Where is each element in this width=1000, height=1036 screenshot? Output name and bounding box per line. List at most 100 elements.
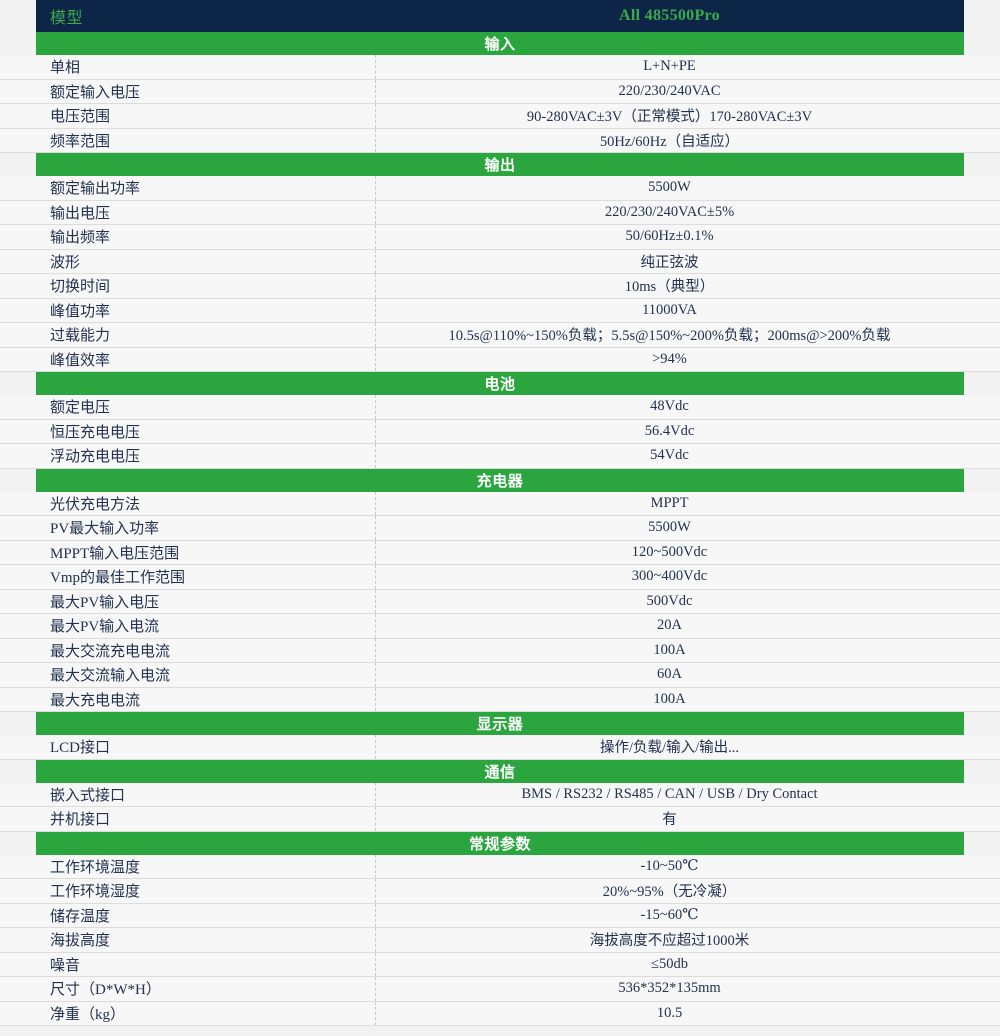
- row-label: 额定电压: [50, 400, 111, 417]
- table-row: 净重（kg） 10.5: [0, 1001, 1000, 1026]
- column-divider: [375, 444, 376, 468]
- row-label: 光伏充电方法: [50, 496, 141, 513]
- column-divider: [375, 638, 376, 662]
- table-row: 嵌入式接口 BMS / RS232 / RS485 / CAN / USB / D…: [0, 782, 1000, 807]
- table-row: 并机接口 有: [0, 807, 1000, 832]
- column-divider: [375, 952, 376, 976]
- column-divider: [375, 687, 376, 711]
- table-row: 单相 L+N+PE: [0, 55, 1000, 80]
- column-divider: [375, 491, 376, 515]
- row-label: 输出电压: [50, 205, 111, 222]
- table-header-row: 模型 All 485500Pro: [36, 0, 964, 32]
- table-row: 电压范围 90-280VAC±3V（正常模式）170-280VAC±3V: [0, 104, 1000, 129]
- row-label: 额定输入电压: [50, 84, 141, 101]
- column-divider: [375, 274, 376, 298]
- table-row: 海拔高度 海拔高度不应超过1000米: [0, 928, 1000, 953]
- table-row: 输出电压 220/230/240VAC±5%: [0, 200, 1000, 225]
- column-divider: [375, 79, 376, 103]
- column-divider: [375, 225, 376, 249]
- row-label: 最大交流输入电流: [50, 668, 171, 685]
- table-row: 波形 纯正弦波: [0, 249, 1000, 274]
- row-value: 300~400Vdc: [631, 568, 708, 585]
- section-header: 输出: [36, 153, 964, 176]
- table-row: 峰值效率 >94%: [0, 347, 1000, 372]
- row-label: 工作环境湿度: [50, 884, 141, 901]
- column-divider: [375, 663, 376, 687]
- column-divider: [375, 298, 376, 322]
- row-value: 536*352*135mm: [618, 980, 721, 997]
- column-divider: [375, 903, 376, 927]
- column-divider: [375, 395, 376, 419]
- table-row: 最大交流充电电流 100A: [0, 638, 1000, 663]
- column-divider: [375, 782, 376, 806]
- row-label: 最大PV输入电流: [50, 619, 160, 636]
- column-divider: [375, 614, 376, 638]
- row-label: 波形: [50, 254, 81, 271]
- table-row: MPPT输入电压范围 120~500Vdc: [0, 540, 1000, 565]
- row-label: 净重（kg）: [50, 1006, 126, 1023]
- column-divider: [375, 565, 376, 589]
- row-label: LCD接口: [50, 740, 111, 757]
- column-divider: [375, 977, 376, 1001]
- row-value: 56.4Vdc: [644, 422, 695, 439]
- row-value: -15~60℃: [640, 906, 699, 923]
- column-divider: [375, 879, 376, 903]
- row-label: PV最大输入功率: [50, 521, 160, 538]
- row-value: L+N+PE: [643, 58, 696, 75]
- column-divider: [375, 516, 376, 540]
- column-divider: [375, 807, 376, 831]
- table-row: 最大PV输入电流 20A: [0, 614, 1000, 639]
- column-divider: [375, 540, 376, 564]
- row-label: 最大PV输入电压: [50, 594, 160, 611]
- row-value: 11000VA: [642, 301, 697, 318]
- column-divider: [375, 55, 376, 79]
- table-row: 噪音 ≤50db: [0, 952, 1000, 977]
- bottom-spacer: [0, 1026, 1000, 1036]
- row-value: 有: [662, 812, 677, 829]
- section-header: 充电器: [36, 468, 964, 492]
- column-divider: [375, 854, 376, 878]
- table-row: 浮动充电电压 54Vdc: [0, 444, 1000, 469]
- row-value: 20A: [657, 617, 682, 634]
- row-label: 峰值效率: [50, 352, 111, 369]
- table-row: LCD接口 操作/负载/输入/输出...: [0, 735, 1000, 760]
- header-model-value: All 485500Pro: [619, 7, 720, 24]
- header-model-label: 模型: [50, 10, 84, 27]
- row-value: 100A: [653, 641, 686, 658]
- row-label: 并机接口: [50, 812, 111, 829]
- column-divider: [375, 1001, 376, 1025]
- row-value: MPPT: [650, 494, 689, 511]
- row-value: BMS / RS232 / RS485 / CAN / USB / Dry Co…: [521, 785, 818, 802]
- row-value: 10.5: [656, 1004, 683, 1021]
- row-value: 海拔高度不应超过1000米: [589, 933, 750, 950]
- row-label: 尺寸（D*W*H）: [50, 982, 161, 999]
- column-divider: [375, 735, 376, 759]
- row-label: 过载能力: [50, 328, 111, 345]
- column-divider: [375, 104, 376, 128]
- table-row: Vmp的最佳工作范围 300~400Vdc: [0, 565, 1000, 590]
- sections-container: 输入 单相 L+N+PE 额定输入电压 220/230/240VAC 电压范围 90-280…: [0, 32, 1000, 1026]
- row-value: 48Vdc: [650, 398, 689, 415]
- row-label: 峰值功率: [50, 303, 111, 320]
- row-value: 操作/负载/输入/输出...: [600, 740, 739, 757]
- column-divider: [375, 419, 376, 443]
- row-label: 工作环境温度: [50, 859, 141, 876]
- table-row: 最大充电电流 100A: [0, 687, 1000, 712]
- row-label: 切换时间: [50, 279, 111, 296]
- table-row: 最大PV输入电压 500Vdc: [0, 589, 1000, 614]
- row-value: 220/230/240VAC±5%: [604, 203, 735, 220]
- table-row: 工作环境湿度 20%~95%（无冷凝）: [0, 879, 1000, 904]
- table-row: 输出频率 50/60Hz±0.1%: [0, 225, 1000, 250]
- section-header: 电池: [36, 372, 964, 395]
- row-value: 50/60Hz±0.1%: [625, 228, 714, 245]
- row-label: 输出频率: [50, 230, 111, 247]
- table-row: 峰值功率 11000VA: [0, 298, 1000, 323]
- row-label: 额定输出功率: [50, 181, 141, 198]
- row-value: 5500W: [648, 179, 691, 196]
- row-value: 54Vdc: [650, 447, 689, 464]
- row-label: 储存温度: [50, 908, 111, 925]
- row-value: 10.5s@110%~150%负载；5.5s@150%~200%负载；200ms…: [448, 328, 891, 345]
- row-label: 电压范围: [50, 109, 111, 126]
- row-value: -10~50℃: [640, 857, 699, 874]
